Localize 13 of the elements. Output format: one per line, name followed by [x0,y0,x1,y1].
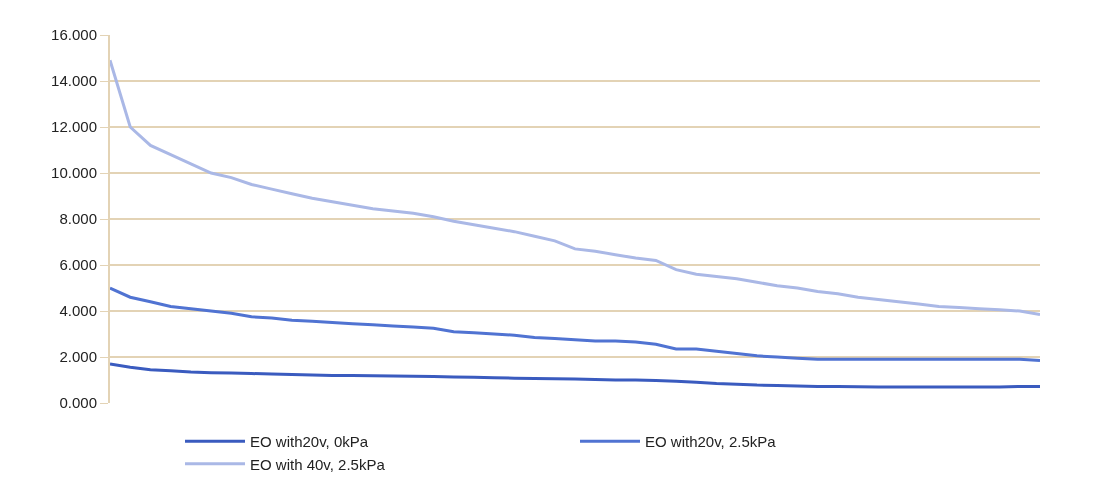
y-tick-label: 8.000 [59,210,97,228]
line-series [110,362,1040,389]
y-tick-label: 6.000 [59,256,97,274]
y-tick-label: 10.000 [51,164,97,182]
y-tick-label: 0.000 [59,394,97,412]
legend-label: EO with20v, 0kPa [250,433,369,451]
y-tick-label: 2.000 [59,348,97,366]
legend-label: EO with 40v, 2.5kPa [250,455,386,473]
y-tick-label: 12.000 [51,118,97,136]
y-tick-label: 16.000 [51,26,97,44]
y-tick-label: 14.000 [51,72,97,90]
y-tick-label: 4.000 [59,302,97,320]
legend-label: EO with20v, 2.5kPa [645,433,777,451]
